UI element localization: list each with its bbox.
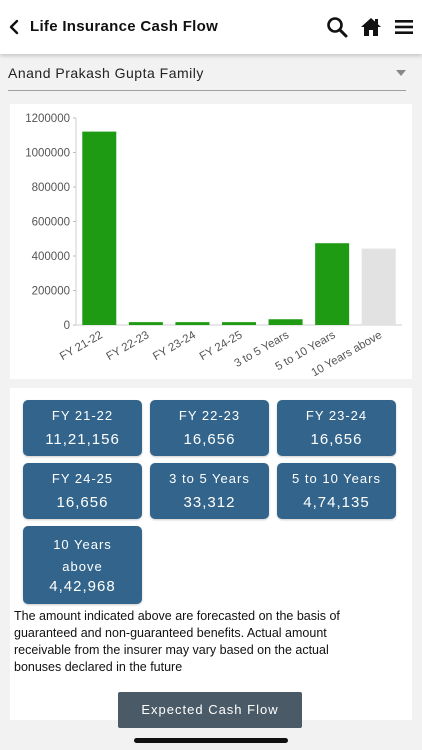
bar[interactable] bbox=[315, 243, 350, 325]
bar[interactable] bbox=[82, 131, 117, 325]
page-title: Life Insurance Cash Flow bbox=[30, 18, 219, 35]
y-tick-label: 1200000 bbox=[25, 113, 70, 125]
chevron-down-icon bbox=[396, 70, 406, 76]
home-indicator bbox=[134, 738, 288, 743]
tile-value: 33,312 bbox=[183, 494, 236, 511]
home-icon[interactable] bbox=[360, 16, 382, 38]
cash-flow-chart: 1200000 1000000 800000 600000 400000 200000 0 F… bbox=[10, 104, 412, 379]
tile-label: FY 23-24 bbox=[305, 408, 368, 423]
app-header: Life Insurance Cash Flow bbox=[0, 0, 422, 54]
tile-5-to-10-years[interactable]: 5 to 10 Years 4,74,135 bbox=[277, 463, 396, 519]
back-arrow-icon[interactable] bbox=[6, 17, 24, 37]
tile-fy-23-24[interactable]: FY 23-24 16,656 bbox=[277, 400, 396, 456]
tile-label: FY 22-23 bbox=[178, 408, 241, 423]
bar[interactable] bbox=[222, 322, 256, 325]
tile-value: 16,656 bbox=[56, 494, 109, 511]
bar-chart: 120000010000008000006000004000002000000F… bbox=[25, 113, 402, 379]
tile-label: 10 Years above bbox=[53, 537, 112, 574]
x-tick-label: FY 22-23 bbox=[105, 329, 152, 363]
y-tick-label: 200000 bbox=[32, 286, 70, 298]
bar[interactable] bbox=[128, 322, 163, 325]
tile-value: 16,656 bbox=[310, 431, 363, 448]
y-tick-label: 0 bbox=[64, 320, 70, 332]
y-tick-label: 600000 bbox=[32, 217, 70, 229]
tile-value: 4,42,968 bbox=[49, 578, 116, 595]
tile-fy-24-25[interactable]: FY 24-25 16,656 bbox=[23, 463, 142, 519]
tile-label: FY 24-25 bbox=[51, 471, 114, 486]
family-select[interactable]: Anand Prakash Gupta Family bbox=[8, 60, 406, 91]
tile-fy-22-23[interactable]: FY 22-23 16,656 bbox=[150, 400, 269, 456]
tile-value: 16,656 bbox=[183, 431, 236, 448]
tile-fy-21-22[interactable]: FY 21-22 11,21,156 bbox=[23, 400, 142, 456]
bar[interactable] bbox=[361, 248, 396, 325]
family-select-value: Anand Prakash Gupta Family bbox=[8, 65, 204, 81]
expected-cash-flow-button[interactable]: Expected Cash Flow bbox=[118, 692, 302, 728]
y-tick-label: 800000 bbox=[32, 182, 70, 194]
x-tick-label: FY 23-24 bbox=[151, 329, 198, 363]
x-tick-label: FY 21-22 bbox=[58, 329, 105, 363]
tile-value: 11,21,156 bbox=[45, 431, 120, 448]
y-tick-label: 1000000 bbox=[25, 148, 70, 160]
disclaimer-note: The amount indicated above are forecaste… bbox=[14, 609, 340, 674]
tile-label: 3 to 5 Years bbox=[169, 471, 250, 486]
tile-label: 5 to 10 Years bbox=[292, 471, 381, 486]
y-tick-label: 400000 bbox=[32, 251, 70, 263]
tile-10-years-above[interactable]: 10 Years above 4,42,968 bbox=[23, 526, 142, 604]
tile-3-to-5-years[interactable]: 3 to 5 Years 33,312 bbox=[150, 463, 269, 519]
tile-value: 4,74,135 bbox=[303, 494, 370, 511]
search-icon[interactable] bbox=[326, 16, 348, 38]
menu-icon[interactable] bbox=[393, 16, 415, 38]
bar[interactable] bbox=[175, 322, 210, 325]
tile-label: FY 21-22 bbox=[51, 408, 114, 423]
bar[interactable] bbox=[268, 319, 303, 325]
